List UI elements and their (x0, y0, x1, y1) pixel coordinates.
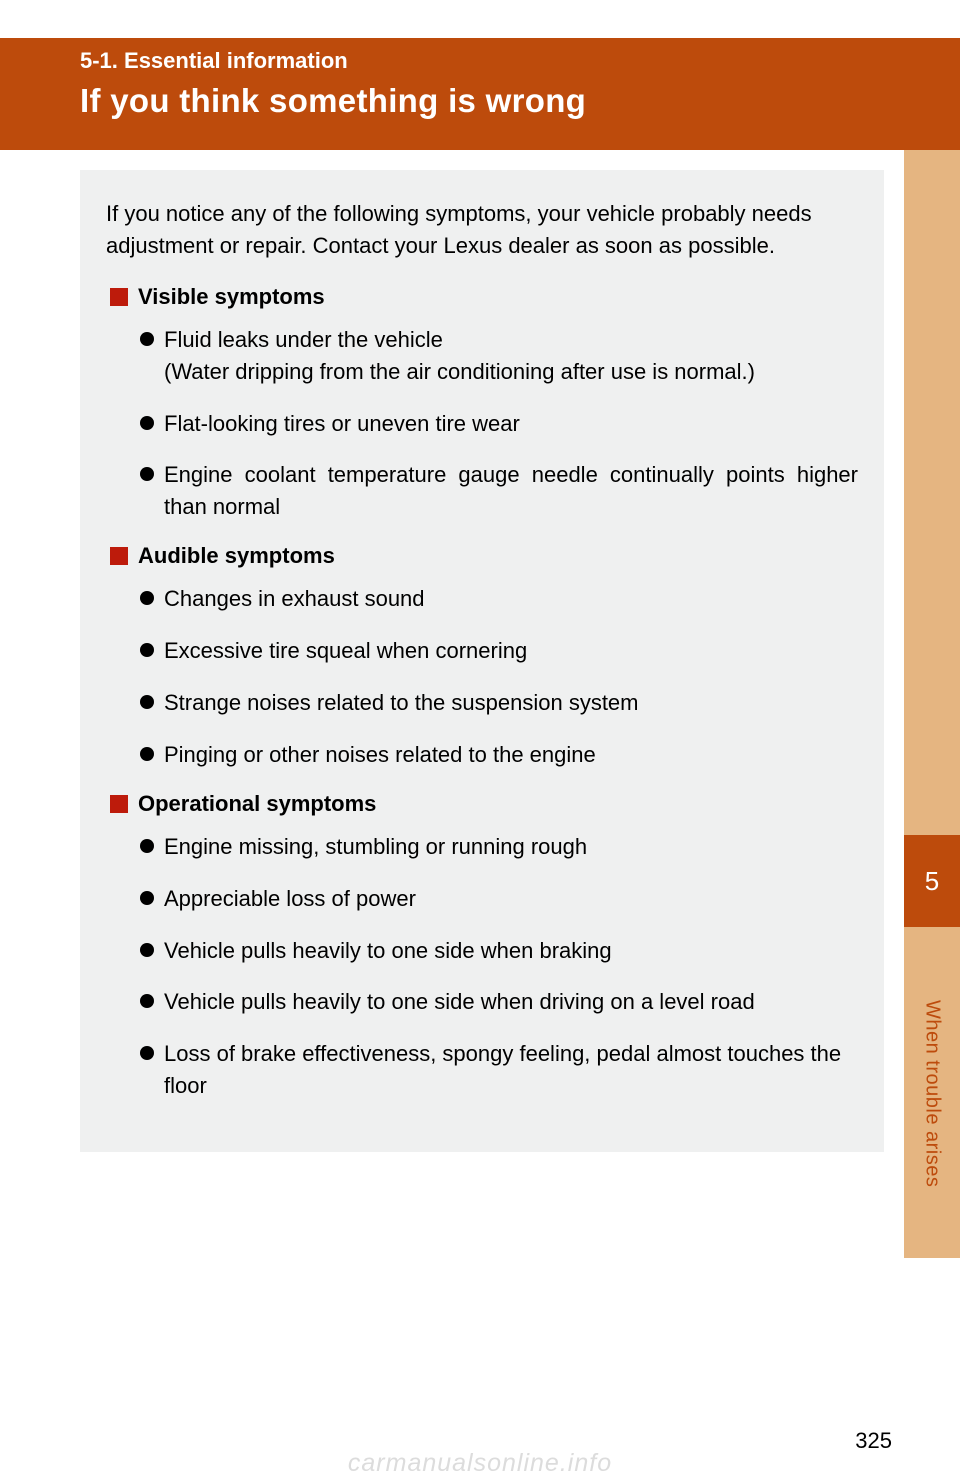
list-item-text: Vehicle pulls heavily to one side when d… (164, 986, 755, 1018)
circle-bullet-icon (140, 891, 154, 905)
list-item-text: Engine missing, stumbling or running rou… (164, 831, 587, 863)
section-title: Operational symptoms (138, 791, 376, 817)
list-item: Pinging or other noises related to the e… (140, 739, 858, 771)
chapter-number-tab: 5 (904, 835, 960, 927)
manual-page: 5-1. Essential information If you think … (0, 0, 960, 1484)
list-item: Engine coolant temperature gauge needle … (140, 459, 858, 523)
list-item-sub: (Water dripping from the air conditionin… (164, 356, 755, 388)
list-item-text: Fluid leaks under the vehicle (Water dri… (164, 324, 755, 388)
list-item-text: Appreciable loss of power (164, 883, 416, 915)
section-header: Visible symptoms (110, 284, 858, 310)
square-bullet-icon (110, 547, 128, 565)
list-item-main: Fluid leaks under the vehicle (164, 327, 443, 352)
content-panel: If you notice any of the following sympt… (80, 170, 884, 1152)
page-title: If you think something is wrong (80, 82, 586, 120)
circle-bullet-icon (140, 695, 154, 709)
header-band: 5-1. Essential information If you think … (0, 38, 960, 150)
list-item: Vehicle pulls heavily to one side when b… (140, 935, 858, 967)
circle-bullet-icon (140, 747, 154, 761)
section-title: Visible symptoms (138, 284, 325, 310)
list-item: Excessive tire squeal when cornering (140, 635, 858, 667)
circle-bullet-icon (140, 943, 154, 957)
circle-bullet-icon (140, 994, 154, 1008)
circle-bullet-icon (140, 467, 154, 481)
header-breadcrumb: 5-1. Essential information (80, 48, 348, 74)
circle-bullet-icon (140, 643, 154, 657)
section-header: Operational symptoms (110, 791, 858, 817)
list-item-text: Changes in exhaust sound (164, 583, 425, 615)
list-item: Appreciable loss of power (140, 883, 858, 915)
list-item: Flat-looking tires or uneven tire wear (140, 408, 858, 440)
list-item: Loss of brake effectiveness, spongy feel… (140, 1038, 858, 1102)
chapter-title-vertical: When trouble arises (904, 944, 960, 1244)
list-item: Engine missing, stumbling or running rou… (140, 831, 858, 863)
circle-bullet-icon (140, 416, 154, 430)
list-item-text: Pinging or other noises related to the e… (164, 739, 596, 771)
circle-bullet-icon (140, 591, 154, 605)
list-item-text: Strange noises related to the suspension… (164, 687, 639, 719)
list-item: Fluid leaks under the vehicle (Water dri… (140, 324, 858, 388)
circle-bullet-icon (140, 332, 154, 346)
intro-paragraph: If you notice any of the following sympt… (106, 198, 858, 262)
square-bullet-icon (110, 288, 128, 306)
circle-bullet-icon (140, 1046, 154, 1060)
circle-bullet-icon (140, 839, 154, 853)
list-item: Vehicle pulls heavily to one side when d… (140, 986, 858, 1018)
list-item-text: Vehicle pulls heavily to one side when b… (164, 935, 612, 967)
section-title: Audible symptoms (138, 543, 335, 569)
section-header: Audible symptoms (110, 543, 858, 569)
list-item-text: Loss of brake effectiveness, spongy feel… (164, 1038, 858, 1102)
list-item: Changes in exhaust sound (140, 583, 858, 615)
square-bullet-icon (110, 795, 128, 813)
list-item: Strange noises related to the suspension… (140, 687, 858, 719)
watermark-text: carmanualsonline.info (0, 1449, 960, 1478)
list-item-text: Excessive tire squeal when cornering (164, 635, 527, 667)
list-item-text: Engine coolant temperature gauge needle … (164, 459, 858, 523)
list-item-text: Flat-looking tires or uneven tire wear (164, 408, 520, 440)
